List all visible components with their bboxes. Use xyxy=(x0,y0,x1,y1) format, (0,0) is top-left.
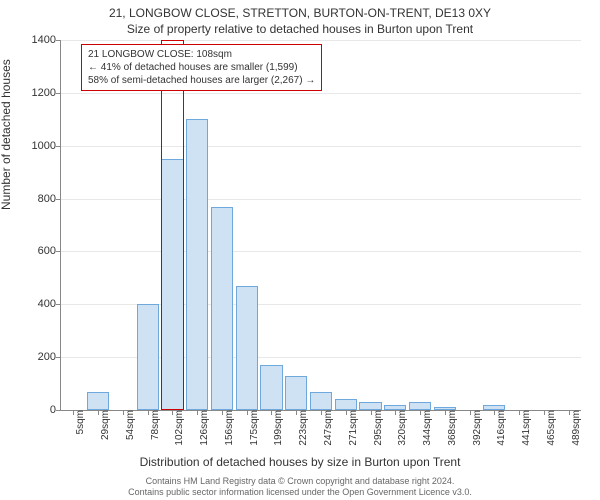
ytick-label: 1200 xyxy=(16,87,56,99)
xtick-label: 54sqm xyxy=(119,410,136,440)
plot-area: 5sqm29sqm54sqm78sqm102sqm126sqm156sqm175… xyxy=(60,40,581,411)
ytick-mark xyxy=(56,357,61,358)
ytick-label: 0 xyxy=(16,404,56,416)
xtick-label: 247sqm xyxy=(317,410,334,446)
xtick-label: 416sqm xyxy=(490,410,507,446)
bar xyxy=(260,365,282,410)
ytick-mark xyxy=(56,251,61,252)
xtick-label: 344sqm xyxy=(416,410,433,446)
bar xyxy=(310,392,332,411)
xtick-label: 102sqm xyxy=(168,410,185,446)
xtick-label: 489sqm xyxy=(565,410,582,446)
ytick-label: 800 xyxy=(16,193,56,205)
ytick-mark xyxy=(56,40,61,41)
ytick-mark xyxy=(56,146,61,147)
chart-title-sub: Size of property relative to detached ho… xyxy=(0,22,600,36)
bar xyxy=(161,159,183,410)
gridline xyxy=(61,251,581,252)
gridline xyxy=(61,146,581,147)
xtick-label: 199sqm xyxy=(267,410,284,446)
ytick-label: 1400 xyxy=(16,34,56,46)
gridline xyxy=(61,40,581,41)
ytick-label: 200 xyxy=(16,351,56,363)
y-axis-label: Number of detached houses xyxy=(0,59,13,210)
annotation-line3: 58% of semi-detached houses are larger (… xyxy=(88,74,315,87)
ytick-label: 400 xyxy=(16,298,56,310)
xtick-label: 271sqm xyxy=(342,410,359,446)
footer-line2: Contains public sector information licen… xyxy=(0,487,600,498)
bar xyxy=(359,402,381,410)
footer-line1: Contains HM Land Registry data © Crown c… xyxy=(0,476,600,487)
bar xyxy=(87,392,109,411)
chart-title-main: 21, LONGBOW CLOSE, STRETTON, BURTON-ON-T… xyxy=(0,6,600,20)
bar xyxy=(236,286,258,410)
bar xyxy=(335,399,357,410)
chart-container: 21, LONGBOW CLOSE, STRETTON, BURTON-ON-T… xyxy=(0,0,600,500)
ytick-mark xyxy=(56,199,61,200)
ytick-mark xyxy=(56,304,61,305)
xtick-label: 223sqm xyxy=(292,410,309,446)
ytick-mark xyxy=(56,410,61,411)
annotation-line2: ← 41% of detached houses are smaller (1,… xyxy=(88,61,315,74)
xtick-label: 29sqm xyxy=(94,410,111,440)
xtick-label: 126sqm xyxy=(193,410,210,446)
bar xyxy=(409,402,431,410)
xtick-label: 78sqm xyxy=(144,410,161,440)
ytick-label: 600 xyxy=(16,245,56,257)
ytick-label: 1000 xyxy=(16,140,56,152)
xtick-label: 465sqm xyxy=(540,410,557,446)
annotation-line1: 21 LONGBOW CLOSE: 108sqm xyxy=(88,48,315,61)
x-axis-label: Distribution of detached houses by size … xyxy=(0,455,600,469)
xtick-label: 175sqm xyxy=(243,410,260,446)
ytick-mark xyxy=(56,93,61,94)
bar xyxy=(137,304,159,410)
bar xyxy=(211,207,233,411)
bar xyxy=(186,119,208,410)
xtick-label: 320sqm xyxy=(391,410,408,446)
footer-text: Contains HM Land Registry data © Crown c… xyxy=(0,476,600,498)
bar xyxy=(285,376,307,410)
xtick-label: 392sqm xyxy=(466,410,483,446)
annotation-box: 21 LONGBOW CLOSE: 108sqm ← 41% of detach… xyxy=(81,44,322,91)
gridline xyxy=(61,93,581,94)
xtick-label: 368sqm xyxy=(441,410,458,446)
gridline xyxy=(61,199,581,200)
xtick-label: 5sqm xyxy=(69,410,86,434)
xtick-label: 295sqm xyxy=(367,410,384,446)
xtick-label: 441sqm xyxy=(515,410,532,446)
xtick-label: 156sqm xyxy=(218,410,235,446)
